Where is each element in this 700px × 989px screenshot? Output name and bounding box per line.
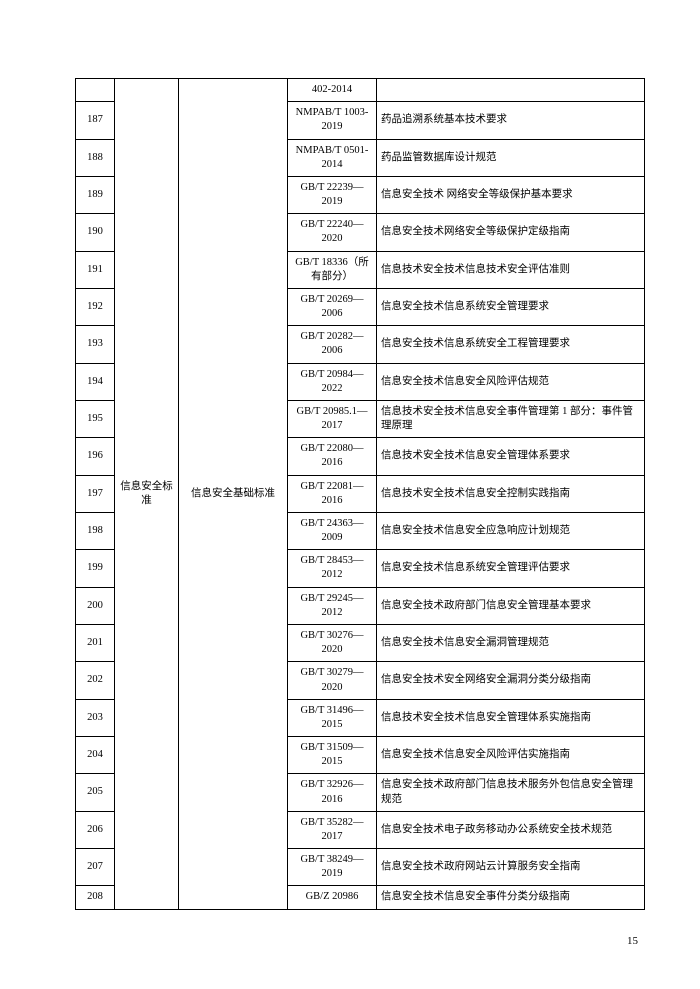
standard-desc: 药品监管数据库设计规范 <box>377 139 645 176</box>
standard-desc: 信息安全技术信息安全漏洞管理规范 <box>377 624 645 661</box>
standard-desc: 信息安全技术政府网站云计算服务安全指南 <box>377 849 645 886</box>
row-seq: 188 <box>76 139 115 176</box>
row-seq: 194 <box>76 363 115 400</box>
row-seq: 206 <box>76 811 115 848</box>
standard-code: GB/T 22081—2016 <box>288 475 377 512</box>
standard-code: NMPAB/T 1003-2019 <box>288 102 377 139</box>
standard-code: GB/T 38249—2019 <box>288 849 377 886</box>
row-seq: 200 <box>76 587 115 624</box>
row-seq: 207 <box>76 849 115 886</box>
row-seq: 198 <box>76 512 115 549</box>
table-row: 信息安全标准信息安全基础标准402-2014 <box>76 79 645 102</box>
document-page: 信息安全标准信息安全基础标准402-2014187NMPAB/T 1003-20… <box>0 0 700 989</box>
standard-code: GB/T 22080—2016 <box>288 438 377 475</box>
standard-code: GB/T 20269—2006 <box>288 288 377 325</box>
row-seq: 192 <box>76 288 115 325</box>
subcategory-cell: 信息安全基础标准 <box>179 79 288 910</box>
row-seq <box>76 79 115 102</box>
standard-desc: 信息技术安全技术信息安全管理体系要求 <box>377 438 645 475</box>
standard-desc: 信息技术安全技术信息安全管理体系实施指南 <box>377 699 645 736</box>
standard-code: GB/T 22239—2019 <box>288 176 377 213</box>
standard-code: GB/T 24363—2009 <box>288 512 377 549</box>
standard-desc: 信息安全技术政府部门信息技术服务外包信息安全管理规范 <box>377 774 645 811</box>
standards-table: 信息安全标准信息安全基础标准402-2014187NMPAB/T 1003-20… <box>75 78 645 910</box>
row-seq: 196 <box>76 438 115 475</box>
row-seq: 202 <box>76 662 115 699</box>
row-seq: 201 <box>76 624 115 661</box>
row-seq: 204 <box>76 737 115 774</box>
category-cell: 信息安全标准 <box>115 79 179 910</box>
standard-code: GB/T 20282—2006 <box>288 326 377 363</box>
standard-desc: 信息安全技术信息安全风险评估规范 <box>377 363 645 400</box>
row-seq: 195 <box>76 400 115 437</box>
row-seq: 191 <box>76 251 115 288</box>
row-seq: 199 <box>76 550 115 587</box>
standard-desc: 信息安全技术信息系统安全管理要求 <box>377 288 645 325</box>
standard-desc: 信息安全技术安全网络安全漏洞分类分级指南 <box>377 662 645 699</box>
standard-desc <box>377 79 645 102</box>
row-seq: 208 <box>76 886 115 909</box>
standard-code: NMPAB/T 0501-2014 <box>288 139 377 176</box>
standard-code: GB/T 18336（所有部分） <box>288 251 377 288</box>
standard-desc: 信息安全技术政府部门信息安全管理基本要求 <box>377 587 645 624</box>
row-seq: 190 <box>76 214 115 251</box>
standard-code: GB/T 30276—2020 <box>288 624 377 661</box>
row-seq: 193 <box>76 326 115 363</box>
standard-desc: 信息安全技术信息系统安全管理评估要求 <box>377 550 645 587</box>
standard-code: GB/T 20984—2022 <box>288 363 377 400</box>
standard-desc: 信息安全技术信息系统安全工程管理要求 <box>377 326 645 363</box>
standard-code: GB/Z 20986 <box>288 886 377 909</box>
standard-code: GB/T 32926—2016 <box>288 774 377 811</box>
row-seq: 205 <box>76 774 115 811</box>
standard-code: GB/T 31496—2015 <box>288 699 377 736</box>
standard-desc: 信息技术安全技术信息技术安全评估准则 <box>377 251 645 288</box>
standard-desc: 信息安全技术电子政务移动办公系统安全技术规范 <box>377 811 645 848</box>
row-seq: 189 <box>76 176 115 213</box>
standard-desc: 信息安全技术 网络安全等级保护基本要求 <box>377 176 645 213</box>
standard-code: GB/T 29245—2012 <box>288 587 377 624</box>
page-number: 15 <box>627 935 638 947</box>
standard-desc: 信息安全技术网络安全等级保护定级指南 <box>377 214 645 251</box>
standard-desc: 信息安全技术信息安全应急响应计划规范 <box>377 512 645 549</box>
standard-code: 402-2014 <box>288 79 377 102</box>
row-seq: 203 <box>76 699 115 736</box>
standard-desc: 信息安全技术信息安全风险评估实施指南 <box>377 737 645 774</box>
standard-code: GB/T 22240—2020 <box>288 214 377 251</box>
standard-code: GB/T 31509—2015 <box>288 737 377 774</box>
standard-code: GB/T 20985.1—2017 <box>288 400 377 437</box>
standard-desc: 信息技术安全技术信息安全控制实践指南 <box>377 475 645 512</box>
standard-desc: 信息安全技术信息安全事件分类分级指南 <box>377 886 645 909</box>
row-seq: 187 <box>76 102 115 139</box>
standard-code: GB/T 30279—2020 <box>288 662 377 699</box>
row-seq: 197 <box>76 475 115 512</box>
standard-code: GB/T 35282—2017 <box>288 811 377 848</box>
standard-desc: 药品追溯系统基本技术要求 <box>377 102 645 139</box>
standard-code: GB/T 28453—2012 <box>288 550 377 587</box>
standard-desc: 信息技术安全技术信息安全事件管理第 1 部分：事件管理原理 <box>377 400 645 437</box>
